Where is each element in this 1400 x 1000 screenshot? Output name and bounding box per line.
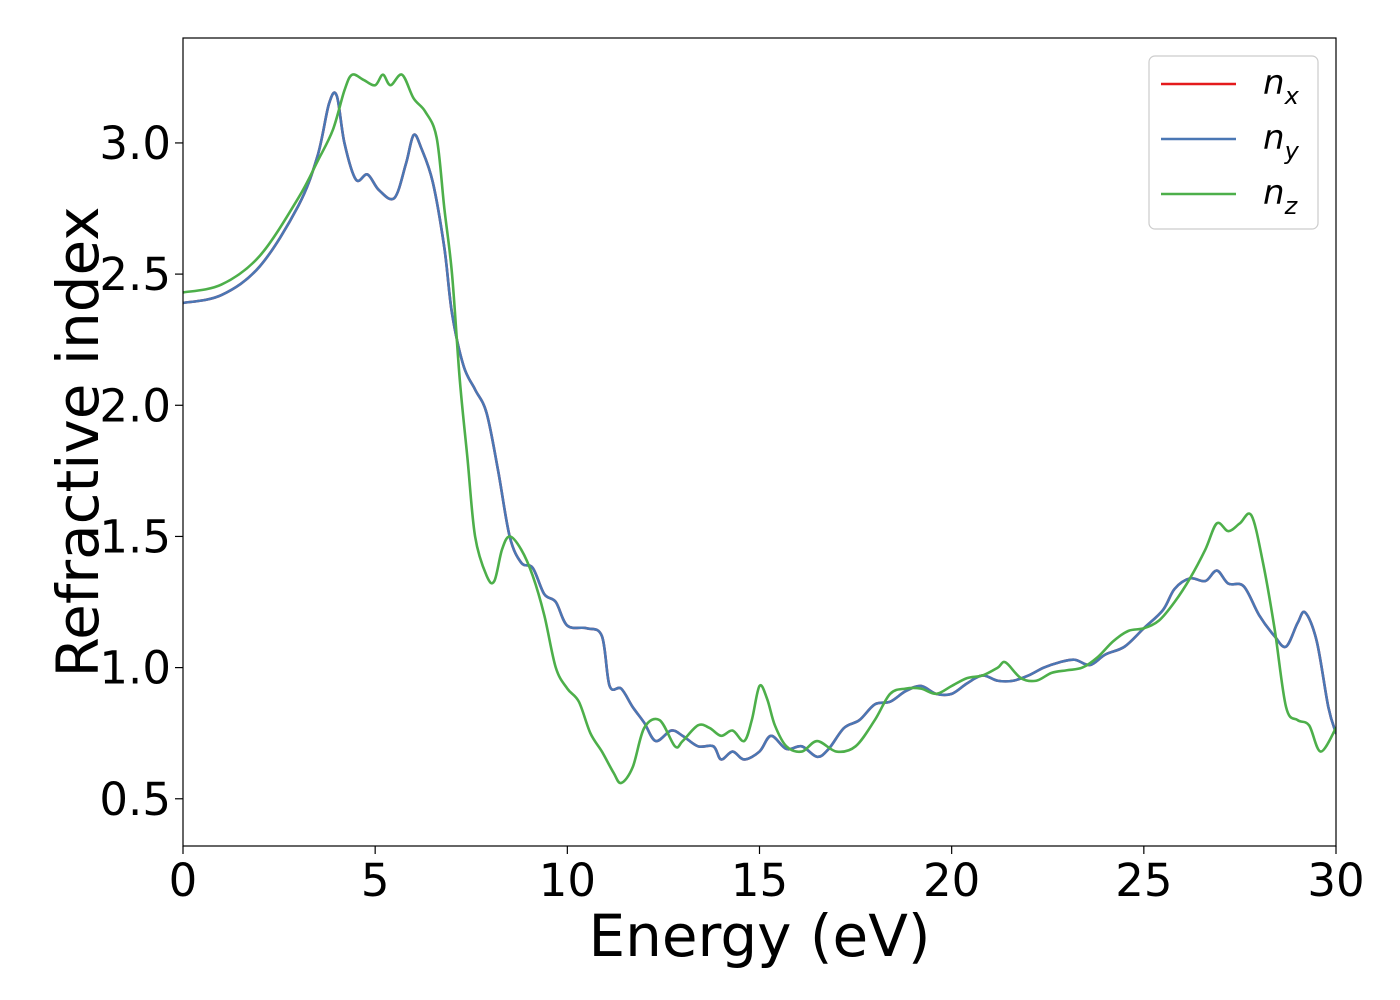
y-axis: 0.5 1.0 1.5 2.0 2.5 3.0: [99, 117, 183, 826]
x-tick-label: 5: [361, 854, 390, 907]
y-axis-title: Refractive index: [44, 206, 112, 677]
y-tick-label: 1.0: [99, 642, 171, 695]
y-tick-label: 2.0: [99, 379, 171, 432]
y-tick-label: 3.0: [99, 117, 171, 170]
x-tick-label: 20: [923, 854, 980, 907]
x-axis: 0 5 10 15 20 25 30: [169, 846, 1365, 907]
x-tick-label: 0: [169, 854, 198, 907]
x-axis-title: Energy (eV): [588, 902, 930, 970]
x-tick-label: 15: [731, 854, 788, 907]
legend: nx ny nz: [1148, 55, 1319, 230]
y-tick-label: 0.5: [99, 773, 171, 826]
legend-label-x: nx: [1263, 63, 1300, 110]
series-line-z: [183, 73, 1336, 785]
x-tick-label: 10: [539, 854, 596, 907]
legend-label-y: ny: [1263, 118, 1300, 165]
x-tick-label: 25: [1115, 854, 1172, 907]
series-line-y: [183, 91, 1336, 761]
y-tick-label: 1.5: [99, 510, 171, 563]
legend-label-z: nz: [1263, 173, 1299, 220]
legend-box: [1148, 55, 1319, 230]
x-tick-label: 30: [1307, 854, 1364, 907]
series-layer: [183, 73, 1336, 785]
y-tick-label: 2.5: [99, 248, 171, 301]
